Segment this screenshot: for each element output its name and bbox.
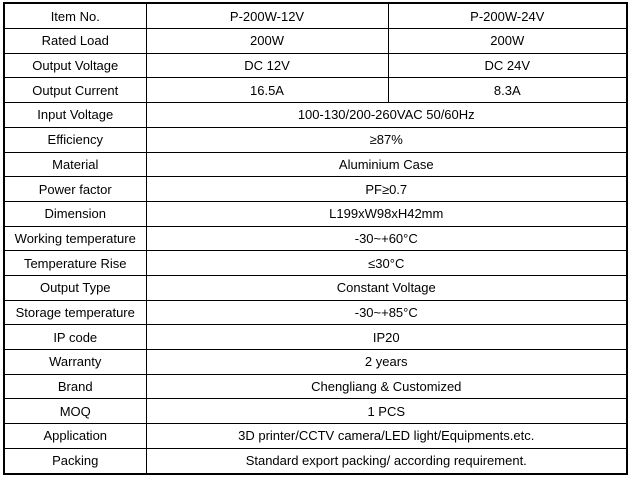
spec-label: Power factor (3, 176, 147, 202)
table-row: Temperature Rise ≤30°C (3, 250, 628, 276)
spec-value: 1 PCS (145, 398, 628, 425)
table-row: Power factor PF≥0.7 (3, 176, 628, 202)
spec-label: Input Voltage (3, 102, 147, 128)
spec-label: Item No. (3, 2, 147, 30)
table-row: Output Type Constant Voltage (3, 274, 628, 301)
table-row: Output Voltage DC 12V DC 24V (3, 52, 628, 79)
table-row: Application 3D printer/CCTV camera/LED l… (3, 423, 628, 449)
spec-label: MOQ (3, 398, 147, 425)
table-row: IP code IP20 (3, 324, 628, 351)
spec-value: ≥87% (145, 126, 628, 153)
table-row: Warranty 2 years (3, 349, 628, 375)
spec-label: Output Type (3, 274, 147, 301)
table-row: Brand Chengliang & Customized (3, 373, 628, 400)
table-row: Storage temperature -30~+85°C (3, 299, 628, 326)
spec-value: Chengliang & Customized (145, 373, 628, 400)
spec-label: Material (3, 151, 147, 178)
spec-label: Application (3, 423, 147, 449)
spec-value-24v: 8.3A (387, 77, 628, 104)
spec-value-12v: P-200W-12V (145, 2, 389, 30)
spec-label: Temperature Rise (3, 250, 147, 276)
table-row: Rated Load 200W 200W (3, 28, 628, 54)
spec-value: ≤30°C (145, 250, 628, 276)
spec-label: Packing (3, 447, 147, 475)
spec-value: 3D printer/CCTV camera/LED light/Equipme… (145, 423, 628, 449)
spec-label: Output Current (3, 77, 147, 104)
spec-label: IP code (3, 324, 147, 351)
table-row: Output Current 16.5A 8.3A (3, 77, 628, 104)
spec-label: Warranty (3, 349, 147, 375)
spec-value: PF≥0.7 (145, 176, 628, 202)
spec-label: Rated Load (3, 28, 147, 54)
table-row: Packing Standard export packing/ accordi… (3, 447, 628, 475)
spec-table: Item No. P-200W-12V P-200W-24V Rated Loa… (3, 2, 628, 475)
table-row: Item No. P-200W-12V P-200W-24V (3, 2, 628, 30)
spec-label: Dimension (3, 200, 147, 227)
spec-value: -30~+85°C (145, 299, 628, 326)
table-row: Material Aluminium Case (3, 151, 628, 178)
spec-value: Constant Voltage (145, 274, 628, 301)
spec-value: IP20 (145, 324, 628, 351)
spec-value-12v: 16.5A (145, 77, 389, 104)
table-row: Dimension L199xW98xH42mm (3, 200, 628, 227)
spec-label: Working temperature (3, 225, 147, 252)
spec-label: Output Voltage (3, 52, 147, 79)
spec-value: -30~+60°C (145, 225, 628, 252)
spec-value: Standard export packing/ according requi… (145, 447, 628, 475)
spec-value-24v: 200W (387, 28, 628, 54)
spec-value-24v: DC 24V (387, 52, 628, 79)
table-row: Efficiency ≥87% (3, 126, 628, 153)
spec-value: 100-130/200-260VAC 50/60Hz (145, 102, 628, 128)
spec-label: Brand (3, 373, 147, 400)
spec-value-24v: P-200W-24V (387, 2, 628, 30)
spec-value-12v: 200W (145, 28, 389, 54)
spec-value: Aluminium Case (145, 151, 628, 178)
spec-value: L199xW98xH42mm (145, 200, 628, 227)
table-row: Input Voltage 100-130/200-260VAC 50/60Hz (3, 102, 628, 128)
table-row: MOQ 1 PCS (3, 398, 628, 425)
spec-value-12v: DC 12V (145, 52, 389, 79)
spec-label: Efficiency (3, 126, 147, 153)
spec-value: 2 years (145, 349, 628, 375)
table-row: Working temperature -30~+60°C (3, 225, 628, 252)
spec-label: Storage temperature (3, 299, 147, 326)
